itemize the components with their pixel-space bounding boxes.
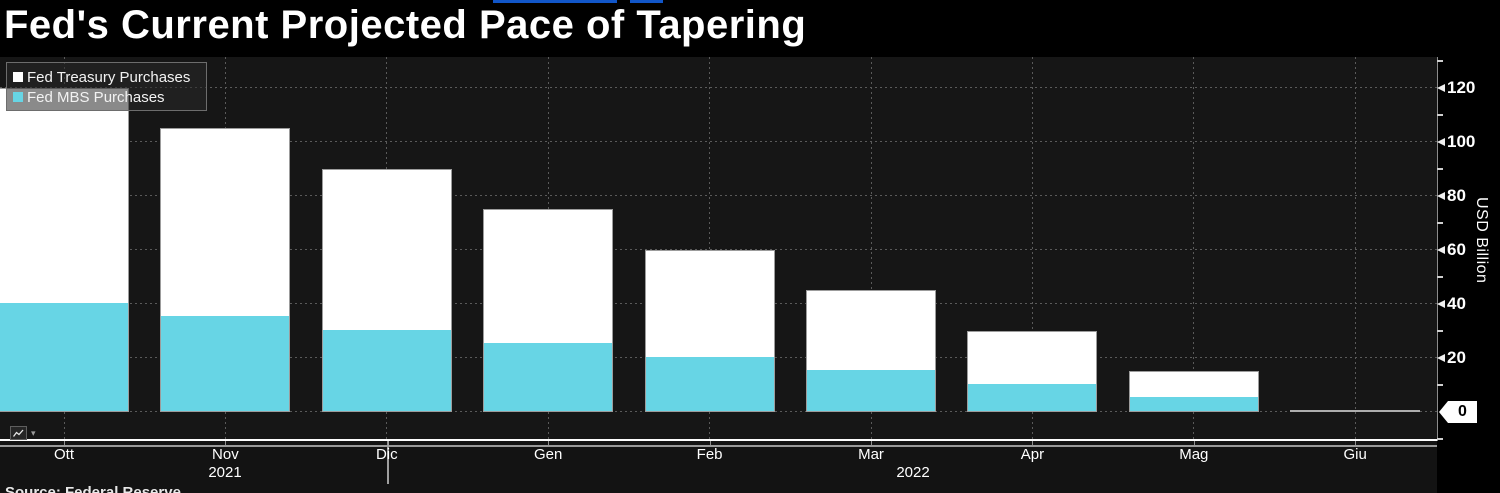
bar-apr [967,330,1098,412]
bar-mag [1128,371,1259,412]
last-value-badge: 0 [1448,401,1477,423]
x-axis-label-feb: Feb [696,446,723,463]
gridline-vertical [870,57,872,440]
x-axis-label-gen: Gen [534,446,563,463]
y-axis-minor-tick [1437,329,1443,332]
y-axis-minor-tick [1437,113,1443,116]
x-axis-year-label: 2021 [208,464,242,481]
bar-mbs-segment [645,356,774,411]
legend-label: Fed Treasury Purchases [27,68,191,86]
x-axis-tick [386,441,388,445]
bar-gen [483,209,614,412]
x-axis-strip [0,441,1437,493]
y-axis-label-20: 20 [1447,347,1466,367]
y-axis-tick-arrow [1437,299,1445,308]
selection-strip [493,0,617,3]
selection-strip [630,0,663,3]
y-axis-minor-tick [1437,275,1443,278]
chart-title: Fed's Current Projected Pace of Tapering [4,3,807,47]
y-axis-label-80: 80 [1447,185,1466,205]
y-axis-minor-tick [1437,383,1443,386]
y-axis-label-60: 60 [1447,239,1466,259]
gridline-vertical [1031,57,1033,440]
y-axis-label-120: 120 [1447,77,1476,97]
mbs-swatch-icon [13,92,23,102]
bar-ott [0,87,129,412]
chart-type-button[interactable] [10,426,27,440]
x-axis-label-mag: Mag [1179,446,1209,463]
bar-mbs-segment [322,329,451,411]
bar-nov [160,128,291,412]
y-axis-tick-arrow [1437,137,1445,146]
x-axis-tick [1355,441,1357,445]
x-axis-label-giu: Giu [1343,446,1367,463]
gridline-horizontal [0,195,1437,197]
x-axis-tick [1032,441,1034,445]
gridline-horizontal [0,87,1437,89]
x-axis-tick [709,441,711,445]
y-axis-minor-tick [1437,59,1443,62]
treasury-swatch-icon [13,72,23,82]
bar-mbs-segment [807,370,935,411]
gridline-horizontal [0,141,1437,143]
y-axis-minor-tick [1437,437,1443,440]
bar-mbs-segment [1129,397,1258,411]
bar-giu-zero [1290,410,1421,412]
x-axis-tick [1193,441,1195,445]
source-note: Source: Federal Reserve [5,484,181,493]
y-axis-tick-arrow [1437,353,1445,362]
x-axis-tick [548,441,550,445]
gridline-vertical [709,57,711,440]
y-axis-minor-tick [1437,167,1443,170]
year-divider-line [387,441,389,484]
y-axis-label-100: 100 [1447,131,1476,151]
last-value-badge-arrow [1439,401,1448,423]
y-axis-label-40: 40 [1447,293,1466,313]
x-axis-year-label: 2022 [896,464,930,481]
bar-mar [806,290,936,412]
bar-feb [644,249,775,412]
bar-mbs-segment [161,316,290,411]
legend-item-treasury[interactable]: Fed Treasury Purchases [13,67,206,87]
x-axis-label-ott: Ott [53,446,74,463]
gridline-vertical [1193,57,1195,440]
x-axis-label-nov: Nov [212,446,239,463]
x-axis-line [0,445,1437,447]
x-axis-label-mar: Mar [858,446,884,463]
x-axis-tick [871,441,872,445]
y-axis-tick-arrow [1437,191,1445,200]
gridline-horizontal [0,411,1437,413]
y-axis-tick-arrow [1437,245,1445,254]
bar-mbs-segment [484,343,613,411]
chevron-down-icon[interactable]: ▾ [31,428,36,438]
plot-bottom-border [0,439,1437,441]
title-bar: Fed's Current Projected Pace of Tapering [0,0,1500,57]
legend-label: Fed MBS Purchases [27,88,165,106]
gridline-vertical [1354,57,1356,440]
y-axis-tick-arrow [1437,83,1445,92]
y-axis-title: USD Billion [1473,197,1490,284]
x-axis-label-apr: Apr [1020,446,1045,463]
x-axis-tick [64,441,65,445]
bar-mbs-segment [0,302,128,411]
bar-dic [321,168,452,412]
y-axis-minor-tick [1437,221,1443,224]
x-axis-tick [225,441,227,445]
bar-mbs-segment [968,383,1097,411]
chart-legend: Fed Treasury Purchases Fed MBS Purchases [6,62,207,111]
x-axis-label-dic: Dic [375,446,398,463]
legend-item-mbs[interactable]: Fed MBS Purchases [13,87,206,107]
line-chart-icon [13,429,24,437]
